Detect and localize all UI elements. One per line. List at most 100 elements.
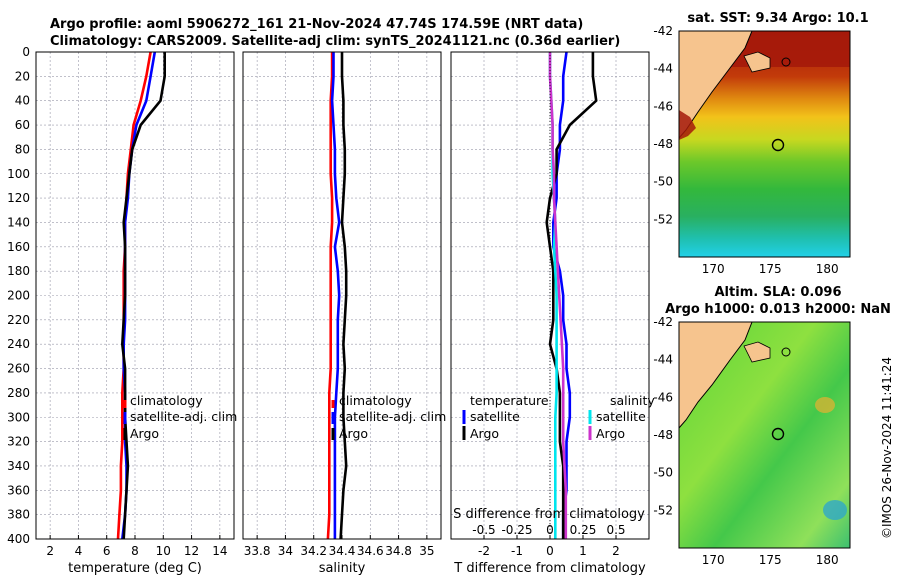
x-top-tick-label: 0	[546, 523, 554, 537]
y-tick-label: 320	[7, 435, 30, 449]
y-tick-label: 240	[7, 337, 30, 351]
legend-label-s-argo: Argo	[596, 426, 625, 441]
series-line-satellite-adj-clim	[330, 52, 341, 539]
sla-map-ticks: 170 175 180 -42 -44 -46 -48 -50 -52	[653, 315, 838, 567]
sst-island-outline	[781, 57, 791, 67]
x-tick-label: 34.6	[357, 544, 384, 558]
map-x-tick-label: 175	[759, 262, 782, 276]
x-top-tick-label: 0.25	[570, 523, 597, 537]
legend-title-temperature: temperature	[470, 393, 549, 408]
x-top-tick-label: -0.25	[501, 523, 532, 537]
y-tick-label: 140	[7, 215, 30, 229]
sst-land-banks-peninsula	[743, 51, 771, 73]
sla-low-anomaly	[823, 500, 847, 520]
legend-title-salinity: salinity	[610, 393, 655, 408]
map-x-tick-label: 170	[702, 262, 725, 276]
map-y-tick-label: -48	[653, 137, 673, 151]
series-line-t-satellite	[551, 51, 572, 539]
y-tick-label: 360	[7, 483, 30, 497]
map-y-tick-label: -50	[653, 466, 673, 480]
y-tick-label: 400	[7, 532, 30, 546]
y-tick-label: 380	[7, 508, 30, 522]
x-tick-label: 14	[212, 544, 227, 558]
map-y-tick-label: -52	[653, 212, 673, 226]
x-tick-label: 2	[612, 544, 620, 558]
x-tick-label: 6	[103, 544, 111, 558]
sla-map-title-line1: Altim. SLA: 0.096	[715, 285, 842, 300]
sst-argo-marker	[771, 138, 785, 152]
y-tick-label: 120	[7, 191, 30, 205]
difference-legend: temperature satellite Argo salinity sate…	[462, 393, 655, 441]
legend-label-s-satellite: satellite	[596, 409, 646, 424]
y-tick-label: 0	[22, 45, 30, 59]
salinity-legend: climatology satellite-adj. clim Argo	[331, 393, 446, 441]
x-tick-label: 8	[131, 544, 139, 558]
map-y-tick-label: -48	[653, 428, 673, 442]
series-line-climatology	[116, 51, 152, 540]
series-line-s-argo	[548, 52, 568, 539]
sst-map-frame	[678, 30, 851, 258]
sla-land-new-zealand	[678, 321, 753, 430]
map-x-tick-label: 180	[816, 262, 839, 276]
x-top-tick-label: -0.5	[472, 523, 495, 537]
legend-label-satellite: satellite-adj. clim	[130, 409, 237, 424]
legend-label-argo: Argo	[130, 426, 159, 441]
x-tick-label: 10	[156, 544, 171, 558]
legend-label-t-satellite: satellite	[470, 409, 520, 424]
x-tick-label: 34.4	[329, 544, 356, 558]
y-tick-label: 200	[7, 289, 30, 303]
map-y-tick-label: -42	[653, 24, 673, 38]
legend-label-climatology: climatology	[339, 393, 412, 408]
map-x-tick-label: 180	[816, 553, 839, 567]
difference-panel: -2 -1 0 1 2 -0.5 -0.25 0 0.25 0.5 T difference fro…	[450, 51, 650, 576]
y-tick-label: 40	[15, 94, 30, 108]
map-y-tick-label: -46	[653, 99, 673, 113]
y-tick-label: 300	[7, 410, 30, 424]
x-tick-label: 4	[75, 544, 83, 558]
sla-map-frame	[678, 321, 851, 549]
y-tick-label: 260	[7, 362, 30, 376]
sst-map-title: sat. SST: 9.34 Argo: 10.1	[687, 11, 868, 26]
series-line-argo	[339, 52, 348, 540]
legend-label-climatology: climatology	[130, 393, 203, 408]
sla-island-outline	[781, 347, 791, 357]
y-tick-label: 220	[7, 313, 30, 327]
sla-argo-marker	[771, 427, 785, 441]
x-tick-label: 34.2	[300, 544, 327, 558]
x-tick-label: 35	[419, 544, 434, 558]
x-tick-label: 2	[46, 544, 54, 558]
figure-title-line1: Argo profile: aoml 5906272_161 21-Nov-20…	[50, 17, 583, 32]
sla-map: Altim. SLA: 0.096 Argo h1000: 0.013 h200…	[653, 285, 890, 567]
map-y-tick-label: -46	[653, 390, 673, 404]
map-x-tick-label: 170	[702, 553, 725, 567]
y-tick-label: 80	[15, 142, 30, 156]
y-tick-label: 280	[7, 386, 30, 400]
sla-land-banks-peninsula	[743, 341, 771, 363]
x-tick-label: -2	[478, 544, 490, 558]
sst-map-ticks: 170 175 180 -42 -44 -46 -48 -50 -52	[653, 24, 838, 276]
sla-high-anomaly	[815, 397, 835, 413]
y-tick-label: 100	[7, 167, 30, 181]
x-tick-label: 1	[579, 544, 587, 558]
temperature-panel: 2 4 6 8 10 12 14 temperature (deg C) 0 20 40 60 80 10…	[7, 45, 235, 576]
map-y-tick-label: -50	[653, 175, 673, 189]
map-y-tick-label: -42	[653, 315, 673, 329]
sst-coastal-warm	[679, 110, 696, 140]
series-line-climatology	[326, 52, 334, 540]
sla-map-title-line2: Argo h1000: 0.013 h2000: NaN	[665, 302, 891, 317]
temperature-legend: climatology satellite-adj. clim Argo	[123, 393, 237, 441]
x-tick-label: 0	[546, 544, 554, 558]
legend-label-argo: Argo	[339, 426, 368, 441]
y-tick-label: 160	[7, 240, 30, 254]
salinity-panel: 33.8 34 34.2 34.4 34.6 34.8 35 salinity	[242, 51, 442, 576]
legend-label-t-argo: Argo	[470, 426, 499, 441]
x-tick-label: -1	[511, 544, 523, 558]
series-line-t-argo	[545, 52, 598, 539]
copyright-text: ©IMOS 26-Nov-2024 11:41:24	[880, 357, 894, 539]
y-tick-label: 180	[7, 264, 30, 278]
series-line-argo	[121, 52, 166, 540]
x-tick-label: 34.8	[385, 544, 412, 558]
figure-title-line2: Climatology: CARS2009. Satellite-adj cli…	[50, 34, 620, 49]
map-x-tick-label: 175	[759, 553, 782, 567]
x-tick-label: 12	[184, 544, 199, 558]
